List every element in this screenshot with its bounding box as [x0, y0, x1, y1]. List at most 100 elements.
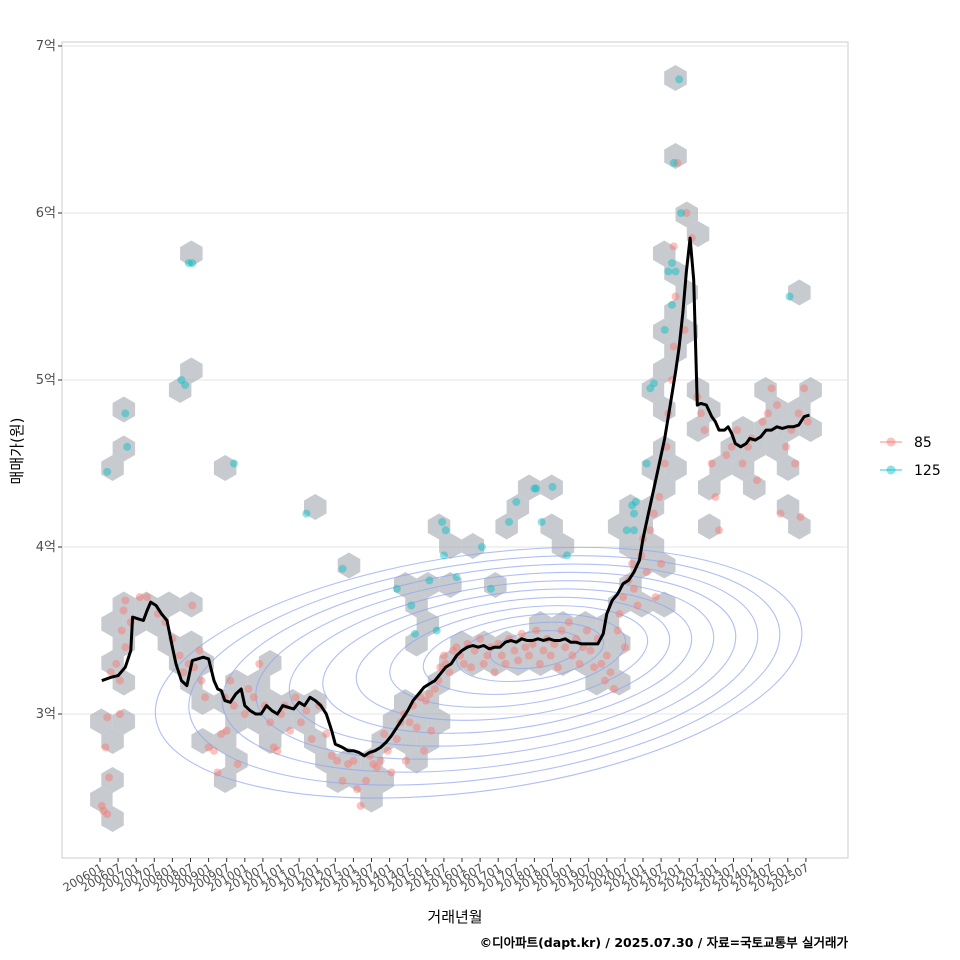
point-85: [448, 646, 457, 655]
point-85: [452, 643, 461, 652]
hexbin: [495, 513, 518, 540]
hexbin: [326, 767, 349, 793]
hexbin: [517, 630, 541, 657]
point-85: [619, 593, 628, 602]
point-125: [660, 325, 669, 334]
hexbin: [776, 494, 800, 520]
point-85: [557, 626, 566, 635]
contour-ring: [255, 571, 737, 760]
point-85: [213, 768, 222, 777]
point-85: [620, 643, 629, 652]
point-85: [590, 663, 599, 672]
point-85: [392, 735, 401, 744]
legend-key-point: [886, 437, 896, 447]
point-125: [629, 509, 638, 518]
point-85: [445, 668, 454, 677]
hexbin: [551, 533, 575, 559]
hexbin: [180, 240, 203, 267]
point-125: [477, 543, 486, 551]
point-85: [628, 559, 637, 568]
hexbin: [698, 513, 721, 540]
point-85: [112, 659, 121, 668]
point-85: [240, 710, 249, 718]
point-85: [412, 723, 421, 732]
trend-line: [101, 236, 810, 758]
x-axis-title: 거래년월: [427, 908, 482, 926]
hexbin: [799, 416, 822, 442]
contour-ring: [322, 588, 693, 734]
hexbin: [788, 279, 811, 306]
point-85: [682, 209, 691, 217]
point-85: [427, 726, 436, 735]
point-85: [322, 730, 331, 739]
point-125: [425, 576, 434, 585]
hexbin: [664, 143, 687, 169]
point-85: [97, 801, 106, 810]
hexbin: [585, 669, 608, 696]
hexbin: [101, 767, 124, 793]
hexbin: [619, 533, 642, 559]
point-125: [530, 484, 539, 493]
point-125: [548, 482, 557, 491]
hexbin: [427, 708, 451, 735]
point-85: [266, 718, 275, 727]
point-125: [667, 300, 676, 309]
hexbin: [101, 650, 124, 676]
point-125: [537, 517, 546, 526]
point-85: [564, 618, 573, 627]
hexbin: [247, 708, 271, 735]
hexbin: [653, 240, 676, 267]
point-125: [664, 267, 673, 276]
point-125: [629, 526, 638, 535]
point-85: [419, 746, 428, 755]
point-85: [610, 684, 619, 693]
point-125: [432, 626, 441, 635]
point-85: [380, 730, 389, 739]
hexbin: [349, 767, 372, 793]
point-85: [758, 417, 767, 426]
hexbin: [641, 533, 665, 559]
y-tick-label: 7억: [36, 39, 56, 54]
hexbin: [439, 572, 462, 598]
hexbin: [90, 786, 113, 813]
point-85: [101, 743, 110, 752]
point-85: [210, 746, 219, 755]
point-85: [521, 643, 530, 652]
point-85: [143, 593, 152, 602]
point-85: [646, 526, 655, 535]
contour-ring: [355, 596, 671, 721]
hexbin: [686, 416, 710, 442]
hexbin: [540, 513, 563, 540]
point-125: [675, 75, 684, 84]
point-85: [343, 760, 352, 769]
hexbin: [439, 533, 462, 559]
hexbin: [574, 650, 597, 676]
hexbin: [450, 630, 473, 657]
hexbin: [664, 65, 687, 91]
legend: 85 125: [880, 435, 941, 479]
point-85: [479, 659, 488, 668]
point-85: [105, 773, 114, 782]
y-tick-label: 3억: [36, 707, 56, 722]
point-85: [476, 634, 485, 643]
hexbin: [517, 474, 541, 501]
hexbin: [180, 591, 203, 618]
point-85: [657, 559, 666, 568]
point-85: [671, 292, 680, 301]
point-85: [696, 409, 705, 418]
point-85: [470, 646, 479, 655]
point-85: [296, 718, 305, 727]
hexbin: [653, 591, 676, 618]
hexbin: [112, 396, 136, 423]
hexbin: [461, 533, 485, 559]
hexbin: [607, 513, 631, 540]
hexbin: [686, 221, 710, 247]
hexbin: [101, 806, 124, 832]
hexbin: [540, 630, 563, 657]
point-85: [121, 643, 130, 652]
point-85: [175, 651, 184, 660]
point-85: [796, 512, 805, 521]
point-85: [135, 593, 144, 602]
point-85: [233, 760, 242, 769]
